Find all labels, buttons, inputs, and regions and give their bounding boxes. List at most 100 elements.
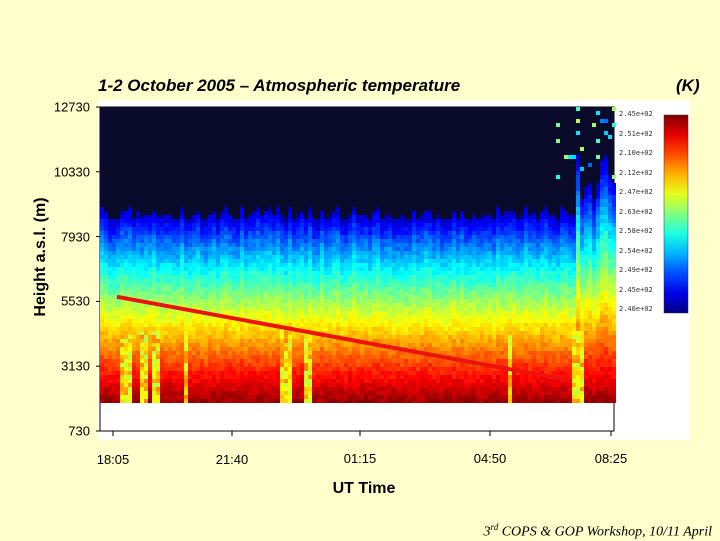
heatmap-cell bbox=[400, 215, 404, 219]
heatmap-cell bbox=[492, 323, 496, 327]
heatmap-cell bbox=[132, 315, 136, 319]
heatmap-cell bbox=[488, 307, 492, 311]
heatmap-cell bbox=[308, 295, 312, 299]
heatmap-cell bbox=[328, 235, 332, 239]
heatmap-cell bbox=[312, 339, 316, 343]
heatmap-cell bbox=[172, 299, 176, 303]
heatmap-cell bbox=[476, 287, 480, 291]
heatmap-cell bbox=[336, 271, 340, 275]
heatmap-cell bbox=[364, 271, 368, 275]
heatmap-cell bbox=[400, 291, 404, 295]
heatmap-cell bbox=[184, 371, 188, 375]
heatmap-cell bbox=[432, 219, 436, 223]
heatmap-cell bbox=[140, 335, 144, 339]
heatmap-cell bbox=[404, 295, 408, 299]
heatmap-cell bbox=[392, 239, 396, 243]
heatmap-cell bbox=[512, 247, 516, 251]
heatmap-cell bbox=[160, 239, 164, 243]
heatmap-cell bbox=[168, 215, 172, 219]
heatmap-cell bbox=[156, 339, 160, 343]
heatmap-cell bbox=[412, 275, 416, 279]
heatmap-cell bbox=[504, 375, 508, 379]
heatmap-cell bbox=[428, 383, 432, 387]
heatmap-cell bbox=[368, 327, 372, 331]
heatmap-cell bbox=[212, 339, 216, 343]
heatmap-cell bbox=[156, 379, 160, 383]
heatmap-cell bbox=[236, 283, 240, 287]
heatmap-cell bbox=[484, 283, 488, 287]
heatmap-cell bbox=[468, 331, 472, 335]
heatmap-cell bbox=[164, 323, 168, 327]
heatmap-cell bbox=[344, 347, 348, 351]
heatmap-cell bbox=[428, 339, 432, 343]
heatmap-cell bbox=[196, 391, 200, 395]
heatmap-cell bbox=[148, 323, 152, 327]
heatmap-cell bbox=[444, 283, 448, 287]
heatmap-cell bbox=[120, 343, 124, 347]
heatmap-cell bbox=[128, 227, 132, 231]
heatmap-cell bbox=[152, 327, 156, 331]
heatmap-cell bbox=[132, 243, 136, 247]
heatmap-cell bbox=[164, 379, 168, 383]
heatmap-cell bbox=[364, 235, 368, 239]
heatmap-cell bbox=[216, 371, 220, 375]
heatmap-cell bbox=[428, 343, 432, 347]
heatmap-cell bbox=[392, 339, 396, 343]
heatmap-cell bbox=[448, 279, 452, 283]
heatmap-cell bbox=[396, 399, 400, 403]
heatmap-cell bbox=[420, 395, 424, 399]
heatmap-cell bbox=[232, 231, 236, 235]
heatmap-cell bbox=[440, 347, 444, 351]
heatmap-cell bbox=[208, 223, 212, 227]
heatmap-cell bbox=[492, 247, 496, 251]
heatmap-cell bbox=[340, 247, 344, 251]
heatmap-cell bbox=[164, 231, 168, 235]
heatmap-cell bbox=[464, 267, 468, 271]
heatmap-cell bbox=[180, 399, 184, 403]
heatmap-cell bbox=[108, 275, 112, 279]
heatmap-cell bbox=[320, 235, 324, 239]
heatmap-cell bbox=[164, 291, 168, 295]
heatmap-cell bbox=[448, 335, 452, 339]
heatmap-cell bbox=[156, 343, 160, 347]
heatmap-cell bbox=[428, 275, 432, 279]
heatmap-cell bbox=[200, 339, 204, 343]
heatmap-cell bbox=[360, 391, 364, 395]
heatmap-cell bbox=[260, 371, 264, 375]
heatmap-cell bbox=[412, 371, 416, 375]
heatmap-cell bbox=[368, 395, 372, 399]
heatmap-cell bbox=[464, 299, 468, 303]
heatmap-cell bbox=[424, 247, 428, 251]
heatmap-cell bbox=[372, 239, 376, 243]
heatmap-cell bbox=[444, 255, 448, 259]
heatmap-cell bbox=[472, 355, 476, 359]
heatmap-cell bbox=[324, 251, 328, 255]
heatmap-cell bbox=[200, 371, 204, 375]
heatmap-cell bbox=[328, 219, 332, 223]
heatmap-cell bbox=[240, 231, 244, 235]
heatmap-cell bbox=[336, 279, 340, 283]
heatmap-cell bbox=[308, 399, 312, 403]
heatmap-cell bbox=[256, 219, 260, 223]
heatmap-cell bbox=[100, 267, 104, 271]
heatmap-cell bbox=[224, 299, 228, 303]
heatmap-cell bbox=[280, 283, 284, 287]
heatmap-cell bbox=[128, 367, 132, 371]
heatmap-cell bbox=[132, 359, 136, 363]
heatmap-cell bbox=[184, 347, 188, 351]
heatmap-cell bbox=[456, 243, 460, 247]
heatmap-cell bbox=[268, 243, 272, 247]
heatmap-cell bbox=[424, 227, 428, 231]
heatmap-cell bbox=[404, 367, 408, 371]
heatmap-cell bbox=[452, 387, 456, 391]
heatmap-cell bbox=[180, 207, 184, 211]
heatmap-cell bbox=[472, 251, 476, 255]
heatmap-cell bbox=[224, 343, 228, 347]
heatmap-cell bbox=[248, 347, 252, 351]
heatmap-cell bbox=[108, 299, 112, 303]
heatmap-cell bbox=[412, 319, 416, 323]
heatmap-cell bbox=[512, 351, 516, 355]
heatmap-cell bbox=[236, 327, 240, 331]
heatmap-cell bbox=[240, 271, 244, 275]
heatmap-cell bbox=[404, 383, 408, 387]
